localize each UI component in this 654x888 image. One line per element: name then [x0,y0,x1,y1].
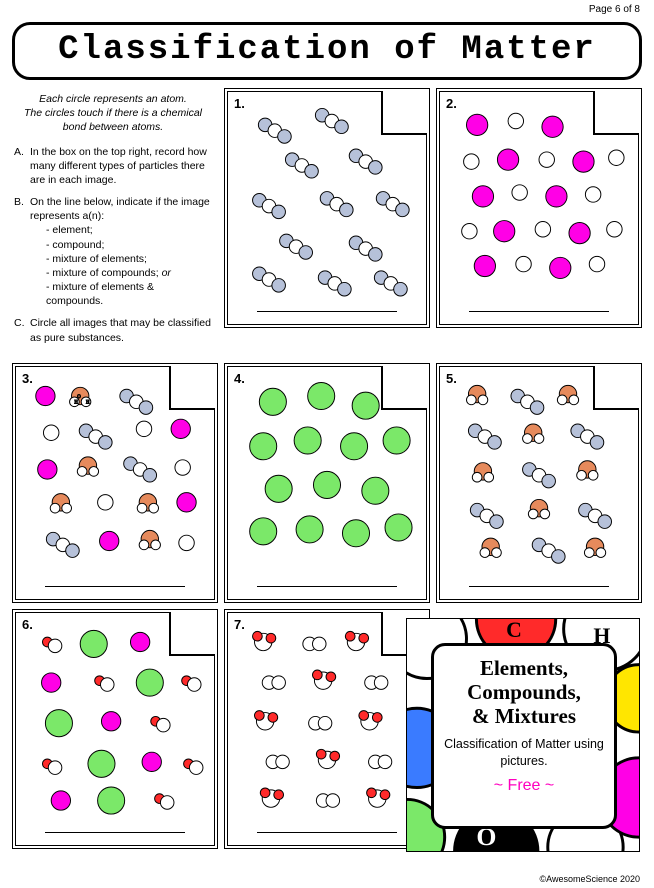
copyright-footer: ©AwesomeScience 2020 [539,874,640,884]
svg-text:H: H [86,400,90,405]
answer-line[interactable] [469,586,609,587]
answer-box[interactable] [169,612,215,656]
image-cell-1: 1. [224,88,430,328]
answer-box[interactable] [381,91,427,135]
page-title: Classification of Matter [15,31,639,69]
instruction-c: Circle all images that may be classified… [30,316,212,344]
promo-title-3: & Mixtures [442,704,606,728]
promo-subtitle: Classification of Matter using pictures. [442,736,606,769]
title-container: Classification of Matter [12,22,642,80]
answer-box[interactable] [169,366,215,410]
promo-overlay: C H O Elements, Compounds, & Mixtures Cl… [406,618,640,852]
answer-box[interactable] [593,91,639,135]
label-c: C. [14,316,30,344]
answer-line[interactable] [45,586,185,587]
answer-line[interactable] [257,832,397,833]
intro-line-2: The circles touch if there is a chemical… [14,106,212,134]
label-a: A. [14,145,30,188]
image-cell-3: 3. HHO [12,363,218,603]
instruction-a: In the box on the top right, record how … [30,145,212,188]
intro-line-1: Each circle represents an atom. [14,92,212,106]
svg-text:C: C [506,619,522,642]
answer-line[interactable] [257,311,397,312]
image-cell-2: 2. [436,88,642,328]
answer-line[interactable] [45,832,185,833]
image-cell-6: 6. [12,609,218,849]
svg-text:H: H [74,400,78,405]
svg-text:O: O [77,395,81,400]
answer-box[interactable] [593,366,639,410]
answer-line[interactable] [469,311,609,312]
promo-title-2: Compounds, [442,680,606,704]
image-cell-5: 5. [436,363,642,603]
promo-card: Elements, Compounds, & Mixtures Classifi… [431,643,617,829]
instruction-b: On the line below, indicate if the image… [30,195,212,223]
answer-line[interactable] [257,586,397,587]
instructions-panel: Each circle represents an atom. The circ… [12,88,218,357]
label-b: B. [14,195,30,308]
promo-free-label: ~ Free ~ [442,777,606,795]
page-number: Page 6 of 8 [589,4,640,15]
image-cell-7: 7. [224,609,430,849]
instruction-b-options: element; compound; mixture of elements; … [46,223,212,308]
promo-title-1: Elements, [442,656,606,680]
image-cell-4: 4. [224,363,430,603]
answer-box[interactable] [381,366,427,410]
